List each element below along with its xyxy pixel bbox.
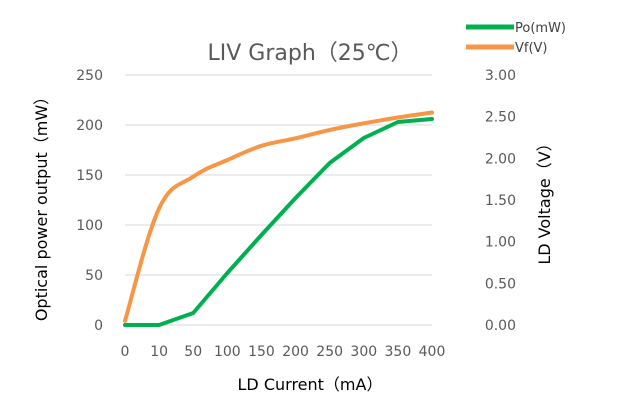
series-line-po — [123, 117, 434, 327]
x-tick-label: 200 — [282, 344, 309, 360]
y-left-tick-label: 50 — [85, 268, 103, 284]
x-tick-label: 50 — [184, 344, 202, 360]
legend-label: Vf(V) — [515, 41, 548, 56]
y-left-tick-label: 0 — [94, 318, 103, 334]
x-tick-label: 250 — [316, 344, 343, 360]
x-tick-label: 100 — [214, 344, 241, 360]
y-axis-left-label: Optical power output（mW） — [32, 89, 51, 321]
chart-title: LIV Graph（25℃） — [208, 41, 413, 66]
series-line-vf — [123, 110, 434, 323]
y-right-tick-label: 0.00 — [485, 318, 516, 334]
x-tick-label: 0 — [121, 344, 130, 360]
x-tick-label: 300 — [350, 344, 377, 360]
legend-label: Po(mW) — [515, 21, 566, 36]
y-left-tick-label: 100 — [76, 218, 103, 234]
gridlines — [125, 74, 432, 326]
y-right-tick-label: 2.50 — [485, 110, 516, 126]
y-left-tick-label: 150 — [76, 168, 103, 184]
x-axis-label: LD Current（mA） — [238, 375, 383, 394]
x-tick-label: 350 — [385, 344, 412, 360]
y-left-tick-label: 200 — [76, 118, 103, 134]
series-layer — [123, 110, 434, 327]
x-tick-label: 10 — [150, 344, 168, 360]
x-tick-label: 150 — [248, 344, 275, 360]
y-right-tick-label: 2.00 — [485, 151, 516, 167]
legend: Po(mW) Vf(V) — [466, 21, 566, 56]
y-right-tick-label: 1.50 — [485, 193, 516, 209]
y-right-tick-label: 3.00 — [485, 68, 516, 84]
y-right-tick-label: 0.50 — [485, 276, 516, 292]
y-right-tick-label: 1.00 — [485, 235, 516, 251]
y-left-tick-label: 250 — [76, 68, 103, 84]
x-tick-label: 400 — [419, 344, 446, 360]
tick-labels: 0501001502002500.000.501.001.502.002.503… — [76, 68, 516, 360]
y-axis-right-label: LD Voltage（V） — [535, 135, 554, 264]
